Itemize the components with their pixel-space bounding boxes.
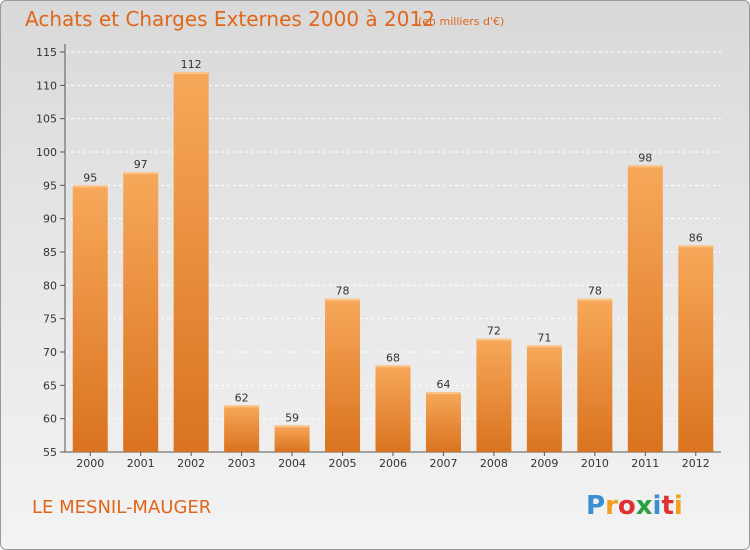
- x-tick-label: 2009: [530, 457, 558, 470]
- bar: [526, 345, 562, 452]
- bar-value-label: 78: [588, 285, 602, 298]
- x-tick-label: 2001: [127, 457, 155, 470]
- bar-highlight: [526, 345, 562, 348]
- bar-highlight: [425, 392, 461, 394]
- x-tick-label: 2012: [682, 457, 710, 470]
- bar: [325, 298, 361, 452]
- x-tick-label: 2005: [329, 457, 357, 470]
- bar: [375, 365, 411, 452]
- bar: [476, 338, 512, 452]
- x-tick-label: 2008: [480, 457, 508, 470]
- y-tick-label: 55: [43, 446, 57, 459]
- bar: [274, 425, 310, 452]
- y-tick-label: 80: [43, 279, 57, 292]
- logo-letter: x: [635, 491, 653, 521]
- y-tick-label: 70: [43, 346, 57, 359]
- y-tick-label: 85: [43, 246, 57, 259]
- x-tick-label: 2011: [631, 457, 659, 470]
- bar-value-label: 64: [436, 378, 450, 391]
- x-tick-label: 2010: [581, 457, 609, 470]
- logo-letter: i: [673, 491, 683, 521]
- logo-letter: r: [605, 491, 618, 521]
- y-tick-label: 105: [36, 113, 57, 126]
- bar-highlight: [325, 298, 361, 301]
- x-tick-label: 2000: [76, 457, 104, 470]
- x-tick-label: 2002: [177, 457, 205, 470]
- x-tick-label: 2004: [278, 457, 306, 470]
- bar-value-label: 72: [487, 325, 501, 338]
- commune-name: LE MESNIL-MAUGER: [32, 497, 212, 518]
- bar: [627, 165, 663, 453]
- x-tick-label: 2003: [228, 457, 256, 470]
- chart-subtitle: (en milliers d'€): [418, 15, 505, 28]
- y-tick-label: 95: [43, 179, 57, 192]
- logo-letter: o: [617, 491, 636, 521]
- bar-value-label: 68: [386, 351, 400, 364]
- bar-value-label: 78: [336, 285, 350, 298]
- bar-highlight: [224, 405, 260, 408]
- logo-letter: i: [652, 491, 662, 521]
- proxiti-logo: Proxiti: [586, 491, 683, 521]
- bar: [123, 172, 159, 452]
- bar-value-label: 62: [235, 391, 249, 404]
- logo-letter: P: [586, 491, 606, 521]
- x-tick-label: 2007: [429, 457, 457, 470]
- bar: [577, 298, 613, 452]
- bar-highlight: [476, 338, 512, 341]
- label-layer: 95 2000 97 2001 112 2002 62 2003 59 2004 78 2005 68 2…: [76, 58, 710, 470]
- chart-title: Achats et Charges Externes 2000 à 2012: [25, 7, 435, 31]
- bar-value-label: 97: [134, 158, 148, 171]
- bar: [224, 405, 260, 452]
- logo-letter: t: [661, 491, 674, 521]
- bar-highlight: [375, 365, 411, 368]
- y-tick-label: 100: [36, 146, 57, 159]
- y-tick-label: 115: [36, 46, 57, 59]
- bar-highlight: [274, 425, 310, 428]
- bar: [72, 185, 108, 453]
- bar-highlight: [123, 172, 159, 174]
- bar-value-label: 86: [689, 231, 703, 244]
- bar-value-label: 98: [638, 151, 652, 164]
- y-tick-label: 110: [36, 79, 57, 92]
- y-tick-label: 75: [43, 313, 57, 326]
- bar-highlight: [678, 245, 714, 248]
- bar: [678, 245, 714, 452]
- bar-highlight: [577, 298, 613, 301]
- bar-value-label: 112: [181, 58, 202, 71]
- bar-highlight: [627, 165, 663, 168]
- y-tick-label: 65: [43, 379, 57, 392]
- y-tick-label: 90: [43, 213, 57, 226]
- bar-highlight: [72, 185, 108, 188]
- x-tick-label: 2006: [379, 457, 407, 470]
- bar-value-label: 71: [537, 331, 551, 344]
- bar-value-label: 95: [83, 171, 97, 184]
- bar: [425, 392, 461, 452]
- y-tick-label: 60: [43, 413, 57, 426]
- bar: [173, 72, 209, 452]
- bar-highlight: [173, 72, 209, 74]
- bar-layer: [72, 72, 714, 453]
- bar-value-label: 59: [285, 411, 299, 424]
